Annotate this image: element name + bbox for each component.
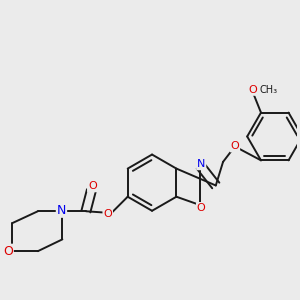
Text: O: O [88,182,97,191]
Text: O: O [230,142,239,152]
Text: O: O [197,203,206,213]
Text: N: N [197,159,206,169]
Text: CH₃: CH₃ [260,85,278,95]
Text: O: O [103,209,112,219]
Text: O: O [3,245,13,258]
Text: N: N [57,204,66,217]
Text: O: O [248,85,257,95]
